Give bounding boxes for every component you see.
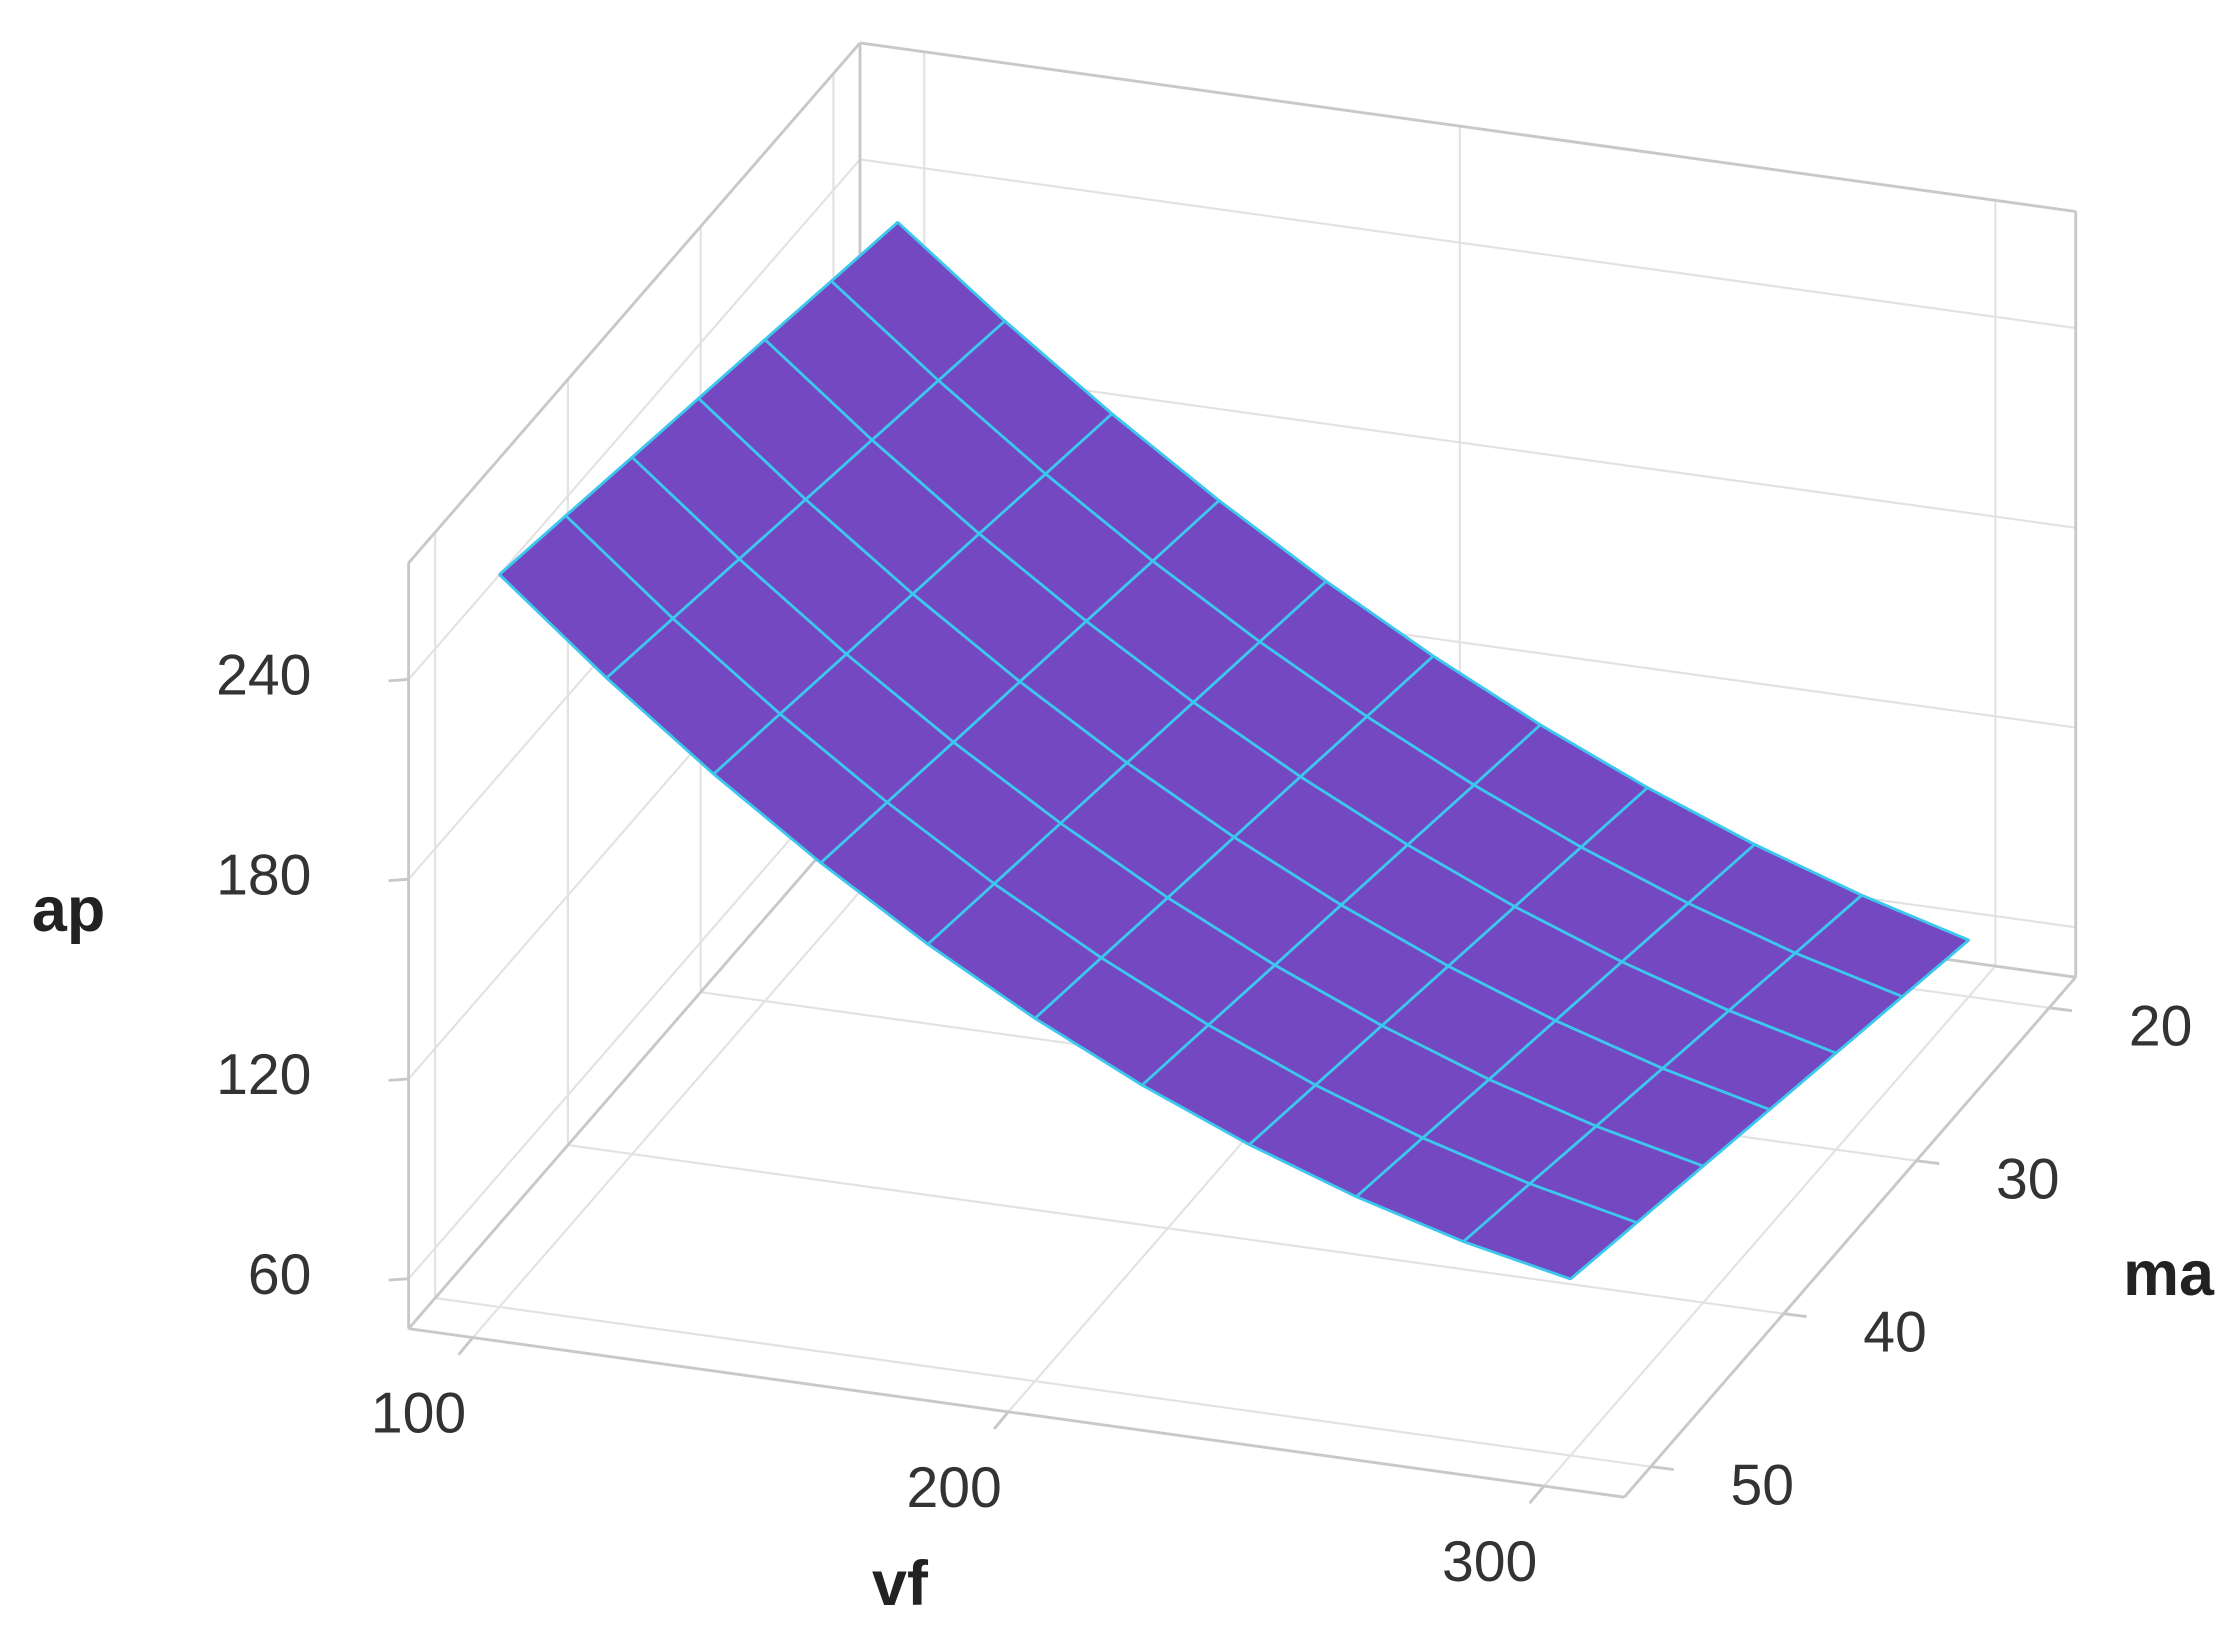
box-edge (407, 807, 862, 1330)
y-tick (1650, 1465, 1674, 1471)
x-tick-label: 200 (906, 1456, 1001, 1520)
grid-line (1543, 965, 1997, 1487)
grid-line (472, 816, 926, 1339)
z-tick (388, 678, 409, 683)
y-tick-label: 50 (1730, 1454, 1794, 1518)
x-tick (457, 1336, 474, 1356)
box-edge (407, 41, 862, 564)
z-tick-label: 60 (248, 1243, 312, 1307)
z-tick-label: 180 (216, 843, 311, 907)
mesh-line (819, 499, 1221, 864)
z-tick-label: 120 (216, 1043, 311, 1107)
x-tick (1528, 1485, 1546, 1505)
y-tick-label: 30 (1996, 1148, 2060, 1212)
x-axis-title: vf (872, 1549, 929, 1619)
x-tick (993, 1410, 1010, 1430)
y-axis-title: ma (2123, 1239, 2215, 1309)
mesh-line (1033, 655, 1435, 1020)
mesh-line (926, 580, 1328, 946)
mesh-line (1248, 786, 1649, 1146)
z-tick (388, 877, 409, 883)
mesh-line (498, 221, 899, 576)
mesh-line (1462, 894, 1863, 1243)
y-tick (1916, 1159, 1940, 1166)
y-tick (1783, 1312, 1807, 1318)
grid-line (407, 158, 861, 681)
x-tick-label: 300 (1442, 1530, 1537, 1594)
grid-line (407, 758, 861, 1280)
z-tick (388, 1077, 409, 1082)
box-edge (1623, 976, 2077, 1499)
z-axis-title: ap (32, 875, 105, 945)
mesh-line (712, 412, 1113, 776)
mesh-line (1569, 938, 1970, 1281)
y-tick-label: 40 (1863, 1301, 1927, 1365)
grid-line (859, 158, 2076, 330)
mesh-line (1355, 843, 1756, 1198)
x-tick-label: 100 (371, 1382, 466, 1446)
y-tick-label: 20 (2129, 995, 2193, 1059)
mesh-line (605, 319, 1006, 680)
mesh-line (1141, 723, 1542, 1087)
box-edge (408, 1327, 1625, 1499)
y-tick (2048, 1006, 2073, 1013)
z-tick-label: 240 (216, 644, 311, 708)
box-edge (859, 41, 2076, 213)
z-tick (388, 1277, 409, 1282)
grid-line (434, 1296, 1651, 1468)
grid-line (567, 1144, 1784, 1315)
